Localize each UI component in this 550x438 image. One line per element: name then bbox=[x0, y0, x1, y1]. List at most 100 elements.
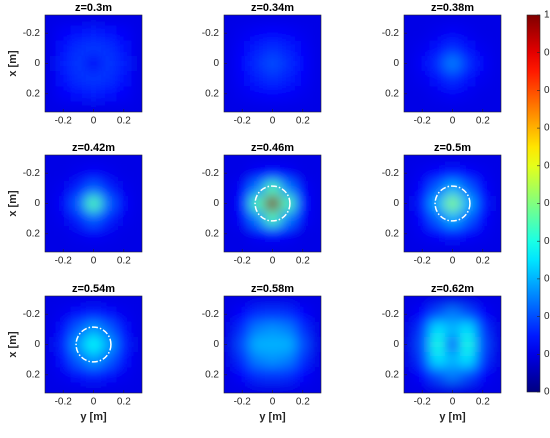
heatmap-cell bbox=[85, 226, 102, 242]
heatmap-cell bbox=[234, 101, 251, 112]
heatmap-cell bbox=[490, 211, 501, 227]
circle-annotation bbox=[75, 326, 112, 363]
heatmap-cell bbox=[249, 15, 266, 27]
heatmap-cell bbox=[414, 211, 431, 227]
y-tick-label: 0.2 bbox=[385, 369, 399, 380]
heatmap-cell bbox=[55, 155, 72, 167]
heatmap-cell bbox=[429, 40, 446, 57]
heatmap-cells bbox=[45, 296, 142, 393]
heatmap-cell bbox=[414, 195, 431, 212]
heatmap-cell bbox=[404, 15, 416, 27]
heatmap-cell bbox=[414, 226, 431, 242]
heatmap-cell bbox=[234, 165, 251, 182]
heatmap-cell bbox=[475, 321, 491, 338]
heatmap-cell bbox=[101, 296, 117, 308]
heatmap-cell bbox=[414, 352, 431, 368]
heatmap-cell bbox=[70, 321, 87, 338]
x-tick-label: 0 bbox=[450, 256, 456, 267]
heatmap-cell bbox=[475, 226, 491, 242]
heatmap-cell bbox=[490, 241, 501, 252]
panel-title: z=0.58m bbox=[251, 283, 294, 295]
heatmap-cell bbox=[444, 321, 461, 338]
heatmap-cell bbox=[45, 382, 57, 393]
heatmap-cell bbox=[429, 101, 446, 112]
heatmap-cell bbox=[490, 71, 501, 87]
heatmap-cell bbox=[85, 367, 102, 383]
heatmap-cell bbox=[444, 195, 461, 212]
heatmap-cell bbox=[45, 71, 57, 87]
heatmap-cell bbox=[131, 155, 142, 167]
heatmap-cell bbox=[224, 180, 236, 197]
x-tick-label: -0.2 bbox=[55, 397, 73, 408]
heatmap-cell bbox=[264, 367, 281, 383]
heatmap-cell bbox=[460, 15, 476, 27]
panel-title: z=0.62m bbox=[431, 283, 474, 295]
heatmap-cell bbox=[131, 352, 142, 368]
heatmap-cell bbox=[55, 40, 72, 57]
heatmap-cell bbox=[224, 40, 236, 57]
heatmap-cell bbox=[429, 321, 446, 338]
y-tick-label: -0.2 bbox=[382, 309, 400, 320]
heatmap-cell bbox=[280, 306, 296, 323]
heatmap-cell bbox=[429, 15, 446, 27]
heatmap-cell bbox=[101, 86, 117, 102]
x-tick-label: 0.2 bbox=[476, 116, 490, 127]
y-tick-label: 0.2 bbox=[205, 369, 219, 380]
heatmap-cell bbox=[85, 55, 102, 72]
heatmap-cell bbox=[280, 195, 296, 212]
heatmap-cell bbox=[45, 180, 57, 197]
heatmap-cell bbox=[45, 25, 57, 42]
heatmap-cell bbox=[249, 180, 266, 197]
x-tick-label: -0.2 bbox=[55, 256, 73, 267]
heatmap-cell bbox=[310, 336, 321, 353]
heatmap-cell bbox=[475, 15, 491, 27]
heatmap-cell bbox=[280, 165, 296, 182]
heatmap-cell bbox=[264, 180, 281, 197]
heatmap-cells bbox=[224, 296, 321, 393]
heatmap-cell bbox=[55, 211, 72, 227]
heatmap-cell bbox=[224, 195, 236, 212]
colorbar-tick-label: 0.4 bbox=[544, 236, 550, 247]
heatmap-cell bbox=[404, 321, 416, 338]
heatmap-cell bbox=[429, 86, 446, 102]
heatmap-cell bbox=[429, 165, 446, 182]
heatmap-cell bbox=[131, 101, 142, 112]
colorbar-tick-label: 0 bbox=[544, 387, 550, 398]
heatmap-cell bbox=[310, 306, 321, 323]
heatmap-cell bbox=[460, 55, 476, 72]
heatmap-cell bbox=[429, 211, 446, 227]
heatmap-cell bbox=[264, 321, 281, 338]
heatmap-cell bbox=[490, 367, 501, 383]
heatmap-cell bbox=[444, 155, 461, 167]
heatmap-cell bbox=[475, 336, 491, 353]
heatmap-cell bbox=[116, 15, 132, 27]
y-tick-label: 0 bbox=[393, 339, 399, 350]
colorbar-tick-label: 0.2 bbox=[544, 311, 550, 322]
heatmap-cell bbox=[295, 336, 311, 353]
heatmap-cell bbox=[101, 321, 117, 338]
heatmap-cell bbox=[85, 306, 102, 323]
heatmap-cell bbox=[264, 25, 281, 42]
heatmap-cell bbox=[45, 40, 57, 57]
heatmap-cell bbox=[404, 306, 416, 323]
heatmap-cell bbox=[70, 165, 87, 182]
heatmap-cell bbox=[224, 367, 236, 383]
heatmap-cell bbox=[85, 321, 102, 338]
heatmap-cell bbox=[444, 40, 461, 57]
heatmap-cell bbox=[116, 211, 132, 227]
heatmap-cell bbox=[85, 155, 102, 167]
heatmap-cell bbox=[70, 211, 87, 227]
heatmap-cell bbox=[101, 71, 117, 87]
heatmap-cell bbox=[444, 211, 461, 227]
heatmap-cell bbox=[224, 86, 236, 102]
heatmap-cell bbox=[116, 195, 132, 212]
heatmap-cell bbox=[310, 321, 321, 338]
heatmap-cell bbox=[45, 155, 57, 167]
heatmap-cell bbox=[295, 55, 311, 72]
y-tick-label: 0.2 bbox=[385, 228, 399, 239]
heatmap-cell bbox=[404, 86, 416, 102]
heatmap-cell bbox=[224, 55, 236, 72]
heatmap-cell bbox=[224, 382, 236, 393]
heatmap-cell bbox=[101, 165, 117, 182]
